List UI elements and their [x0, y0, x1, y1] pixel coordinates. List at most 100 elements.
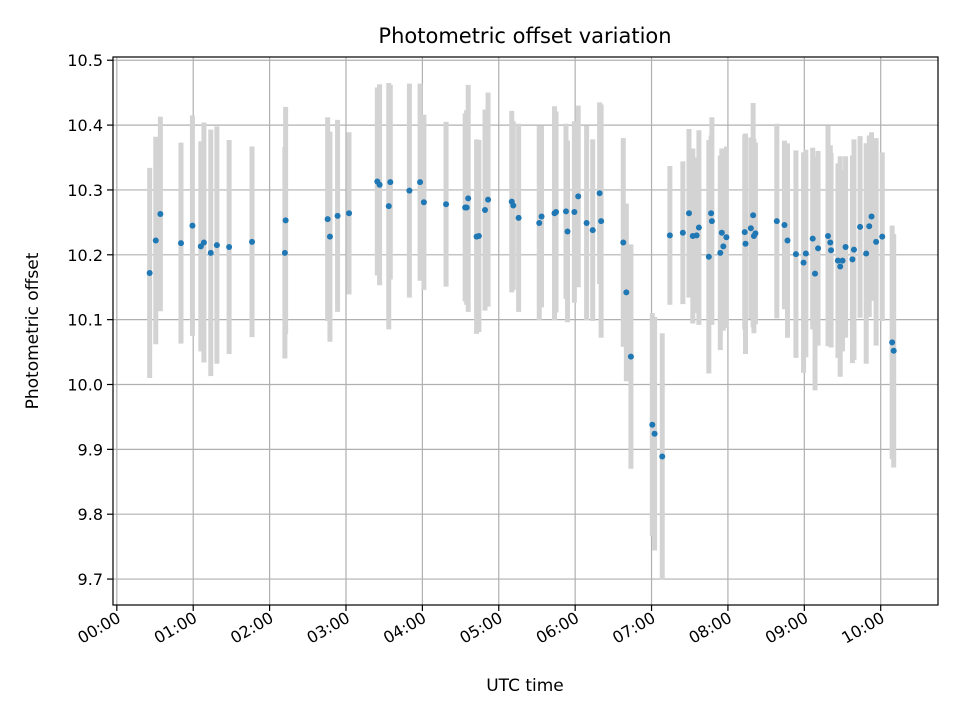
y-axis: 9.7 9.8 9.9 10.0 10.1 10.2 10.3 10.4 10.5 [67, 51, 113, 589]
y-tick-label: 9.8 [78, 505, 103, 524]
data-point [623, 289, 630, 296]
y-tick-label: 10.4 [67, 116, 103, 135]
data-point [443, 201, 450, 208]
data-point [620, 239, 627, 246]
data-point [809, 235, 816, 242]
data-point [890, 347, 897, 354]
data-point [750, 212, 757, 219]
y-tick-label: 9.7 [78, 570, 103, 589]
data-point [781, 221, 788, 228]
plot-frame [112, 56, 939, 606]
data-point [281, 249, 288, 256]
data-point [705, 253, 712, 260]
data-point [417, 179, 424, 186]
y-tick-label: 10.1 [67, 311, 103, 330]
data-point [538, 213, 545, 220]
data-point [693, 232, 700, 239]
data-point [837, 263, 844, 270]
data-point [553, 208, 560, 215]
data-point [571, 208, 578, 215]
data-point [249, 238, 256, 245]
data-point [825, 232, 831, 239]
data-point [679, 229, 686, 236]
data-point [406, 187, 413, 194]
data-point [334, 212, 341, 219]
data-point [863, 250, 870, 257]
data-point [659, 453, 666, 460]
data-point [146, 269, 153, 276]
data-point [463, 204, 470, 211]
y-tick-label: 10.3 [67, 181, 103, 200]
data-point [376, 181, 383, 188]
data-point [741, 229, 748, 236]
data-point [387, 179, 394, 186]
data-point [784, 237, 791, 244]
data-point [812, 270, 819, 277]
data-point [324, 216, 331, 223]
data-point [800, 259, 807, 266]
data-point [575, 193, 582, 200]
y-tick-label: 10.2 [67, 246, 103, 265]
data-point [326, 233, 333, 240]
data-point [752, 230, 759, 237]
data-point [708, 218, 715, 225]
x-axis-title: UTC time [486, 676, 564, 696]
data-point [346, 210, 353, 217]
data-point [815, 245, 822, 252]
data-point [152, 237, 159, 244]
data-point [868, 213, 875, 220]
data-point [695, 224, 702, 231]
data-point [747, 225, 754, 232]
data-point [465, 195, 472, 202]
data-point [157, 210, 164, 217]
y-tick-label: 10.0 [67, 376, 103, 395]
data-point [685, 210, 692, 217]
data-point [834, 257, 841, 264]
data-point [857, 223, 864, 230]
data-point [420, 199, 427, 206]
data-point [207, 249, 214, 256]
data-point [385, 203, 392, 210]
data-point [213, 242, 220, 249]
data-point [827, 239, 834, 246]
data-point [596, 190, 603, 197]
data-point [723, 234, 730, 241]
data-point [475, 232, 482, 239]
data-point [666, 232, 673, 239]
data-point [828, 247, 835, 254]
data-point [598, 218, 605, 225]
data-point [200, 239, 207, 246]
data-point [850, 246, 857, 253]
data-point [562, 208, 569, 215]
data-point [773, 218, 780, 225]
data-point [839, 257, 846, 264]
data-point [792, 251, 799, 258]
data-point [282, 217, 289, 224]
data-point [889, 339, 896, 346]
data-point [485, 196, 492, 203]
data-point [564, 228, 571, 235]
data-point [189, 222, 196, 229]
data-point [627, 353, 634, 360]
data-point [842, 244, 849, 251]
data-point [651, 430, 658, 437]
data-point [866, 223, 873, 230]
data-point [583, 220, 590, 227]
data-point [482, 207, 489, 214]
chart-title: Photometric offset variation [378, 24, 671, 48]
data-point [708, 210, 715, 217]
y-tick-label: 9.9 [78, 440, 103, 459]
data-point [802, 250, 809, 257]
data-points [146, 178, 897, 460]
data-point [649, 421, 656, 428]
data-point [720, 243, 727, 250]
data-point [718, 229, 725, 236]
data-point [510, 202, 517, 209]
data-point [873, 238, 880, 245]
data-point [515, 214, 522, 221]
data-point [589, 227, 596, 234]
data-point [879, 233, 886, 240]
data-point [177, 240, 184, 247]
data-point [742, 240, 749, 247]
